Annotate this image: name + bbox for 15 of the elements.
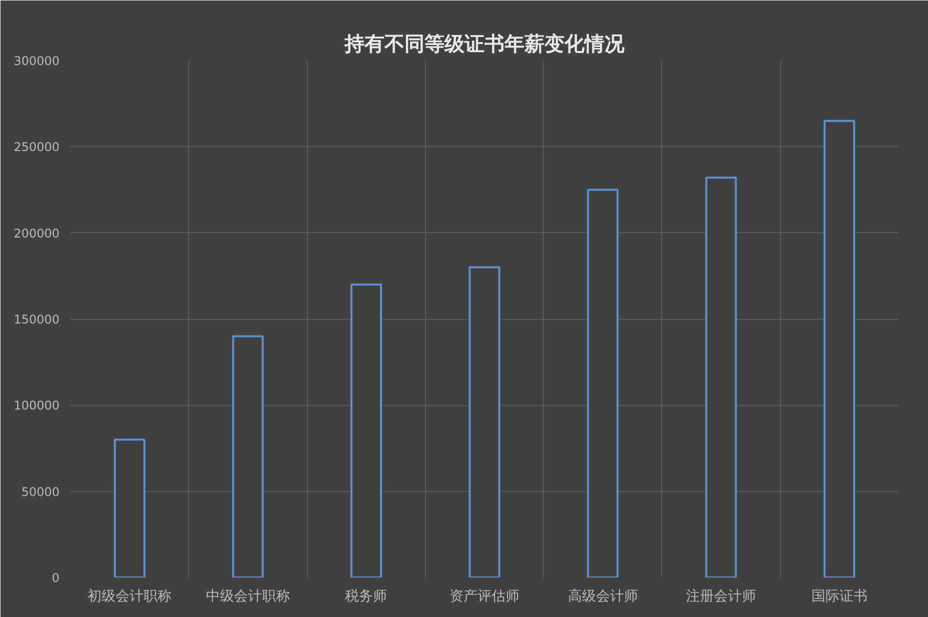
y-tick-label: 150000 <box>14 312 60 326</box>
x-tick-label: 高级会计师 <box>568 588 638 604</box>
y-tick-label: 100000 <box>14 398 60 413</box>
y-tick-label: 50000 <box>21 484 60 499</box>
x-tick-label: 初级会计职称 <box>88 588 172 604</box>
y-tick-label: 300000 <box>14 54 60 68</box>
x-tick-label: 注册会计师 <box>686 588 756 604</box>
y-tick-label: 0 <box>52 571 60 585</box>
chart-title: 持有不同等级证书年薪变化情况 <box>344 32 626 56</box>
y-tick-label: 200000 <box>14 226 60 240</box>
x-tick-label: 中级会计职称 <box>206 588 290 604</box>
x-tick-label: 税务师 <box>345 588 388 604</box>
y-tick-label: 250000 <box>14 140 60 154</box>
x-tick-label: 资产评估师 <box>450 588 520 604</box>
x-tick-label: 国际证书 <box>811 588 868 604</box>
